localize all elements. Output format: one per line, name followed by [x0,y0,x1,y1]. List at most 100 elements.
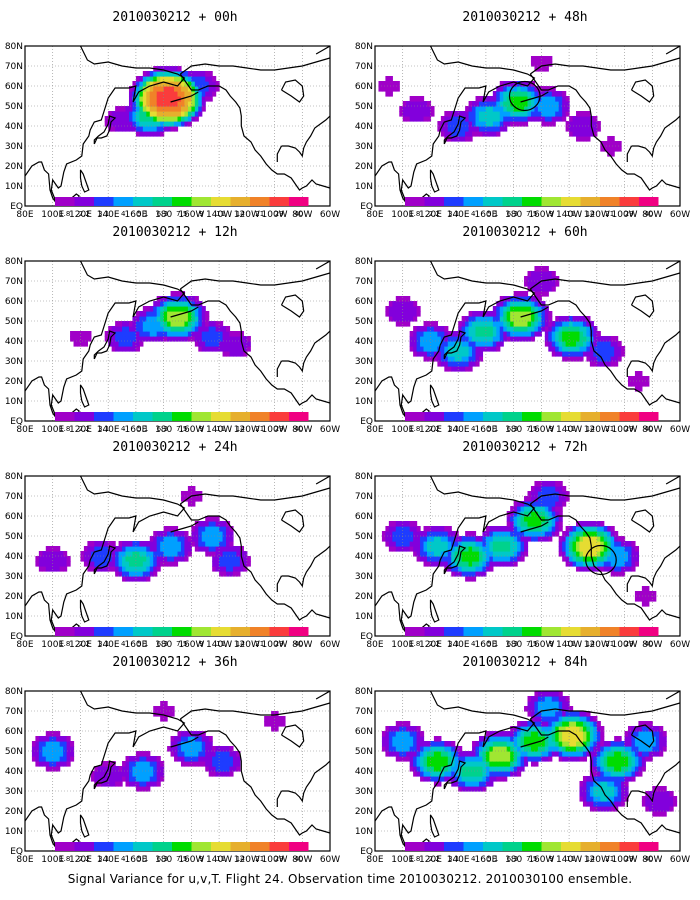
variance-cell [184,121,189,127]
variance-cell [167,111,172,117]
variance-cell [492,331,497,337]
variance-cell [489,731,494,737]
variance-cell [156,771,161,777]
variance-cell [447,126,452,132]
variance-cell [451,531,456,537]
variance-cell [652,751,657,757]
variance-cell [555,281,560,287]
coastline [179,73,330,191]
variance-cell [170,331,175,337]
variance-cell [194,326,199,332]
variance-cell [582,526,588,532]
variance-cell [392,301,397,307]
map-plot: 80E 100E 120E 140E 160E 180 160W 140W 120W 100W 80… [355,42,690,220]
variance-cell [395,536,400,542]
variance-cell [544,736,549,742]
variance-cell [652,801,657,807]
variance-cell [184,731,189,737]
variance-cell [558,546,563,552]
colorbar-label: 6.3 [507,425,518,433]
variance-cell [160,546,165,552]
variance-cell [673,796,678,802]
variance-cell [465,571,470,577]
variance-cell [177,66,182,72]
variance-cell [122,766,127,772]
variance-cell [513,511,518,517]
variance-cell [638,741,643,747]
variance-cell [402,521,407,527]
variance-cell [641,761,646,767]
variance-cell [451,781,456,787]
variance-cell [440,351,445,357]
variance-cell [108,561,113,567]
variance-cell [600,536,605,542]
variance-cell [160,91,165,97]
x-tick-label: 120W [584,855,610,865]
variance-cell [596,526,601,532]
colorbar-label: 1.8 [409,640,420,648]
variance-cell [513,291,518,297]
variance-cell [537,746,542,752]
variance-cell [478,556,484,562]
coastline [315,691,330,700]
variance-cell [174,81,179,87]
variance-cell [160,306,165,312]
variance-cell [191,486,196,492]
variance-cell [184,96,189,102]
variance-cell [90,556,95,562]
variance-cell [468,756,473,762]
variance-cell [194,531,199,537]
variance-cell [551,336,556,342]
variance-cell [385,746,390,752]
variance-cell [198,76,203,82]
y-tick-label: 10N [5,827,23,837]
y-tick-label: 30N [355,787,373,797]
variance-cell [451,121,456,127]
x-tick-label: 120W [584,425,610,435]
variance-cell [139,761,144,767]
variance-cell [492,741,497,747]
variance-cell [503,541,508,547]
colorbar-swatch [444,197,464,206]
variance-cell [135,761,140,767]
variance-cell [562,331,567,337]
variance-cell [430,341,435,347]
variance-cell [208,526,213,532]
variance-cell [565,126,570,132]
variance-cell [177,121,182,127]
variance-cell [388,76,393,82]
variance-cell [149,116,154,122]
variance-cell [440,361,445,367]
variance-cell [468,346,473,352]
colorbar-swatch [133,412,153,421]
x-tick-label: 140W [206,855,232,865]
variance-cell [420,96,425,102]
variance-cell [614,776,619,782]
variance-cell [586,741,591,747]
variance-cell [212,326,217,332]
colorbar-label: 9 [199,210,203,218]
variance-cell [180,736,186,742]
variance-cell [416,96,421,102]
variance-cell [413,331,418,337]
variance-cell [174,86,179,92]
variance-cell [167,541,172,547]
variance-cell [194,86,199,92]
variance-cell [485,326,490,332]
variance-cell [530,326,536,332]
variance-cell [222,771,227,777]
colorbar-label: 1.8 [59,425,70,433]
variance-cell [232,556,238,562]
coastline [665,261,680,270]
variance-cell [558,551,563,557]
variance-cell [163,126,168,132]
variance-cell [482,766,487,772]
variance-cell [205,91,210,97]
variance-cell [506,326,511,332]
variance-cell [659,796,664,802]
variance-cell [246,346,251,352]
variance-cell [503,536,508,542]
variance-cell [208,546,213,552]
variance-cell [517,516,522,522]
variance-cell [205,526,210,532]
